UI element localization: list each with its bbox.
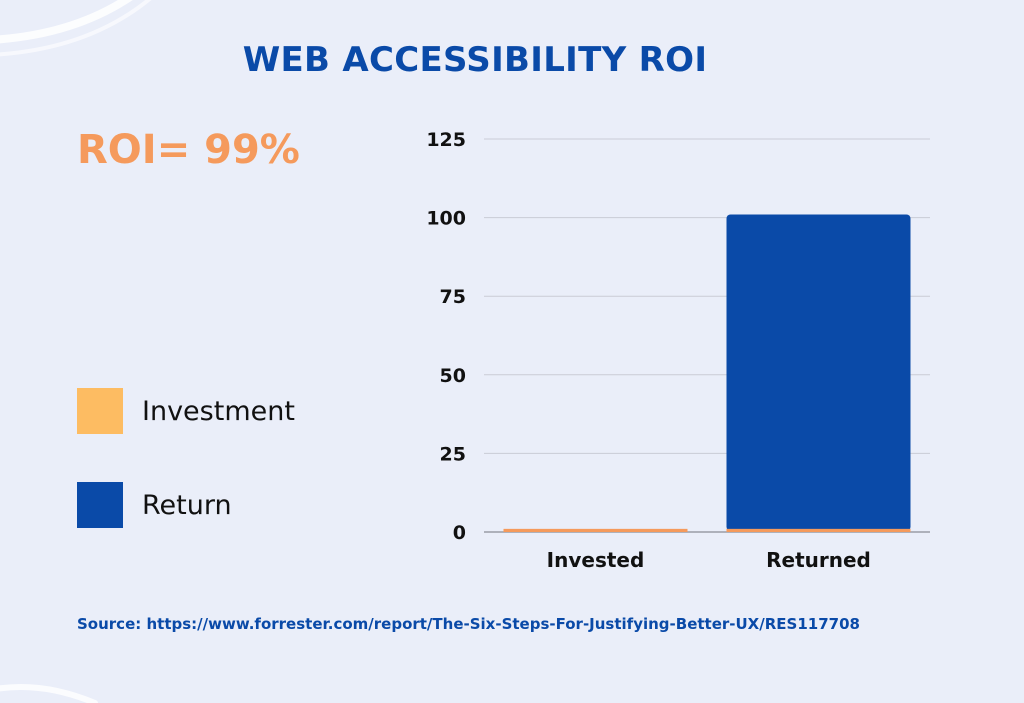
y-tick-label: 75 — [440, 286, 466, 308]
y-tick-label: 100 — [426, 208, 466, 230]
bar-return-returned — [726, 214, 911, 531]
x-tick-label: Returned — [766, 548, 871, 572]
roi-value: ROI= 99% — [77, 127, 300, 173]
bar-investment-returned — [726, 528, 911, 532]
bar-investment-invested — [503, 528, 688, 532]
y-tick-label: 25 — [440, 443, 466, 465]
legend-label-investment: Investment — [142, 395, 295, 427]
source-citation: Source: https://www.forrester.com/report… — [77, 615, 860, 633]
legend-item-investment: Investment — [77, 388, 295, 434]
chart-title: WEB ACCESSIBILITY ROI — [242, 40, 708, 80]
y-tick-label: 50 — [440, 365, 466, 387]
legend-item-return: Return — [77, 482, 232, 528]
y-tick-label: 0 — [453, 522, 466, 544]
legend-swatch-investment — [77, 388, 123, 434]
y-tick-label: 125 — [426, 129, 466, 151]
legend-label-return: Return — [142, 489, 232, 521]
legend-swatch-return — [77, 482, 123, 528]
x-tick-label: Invested — [547, 548, 645, 572]
